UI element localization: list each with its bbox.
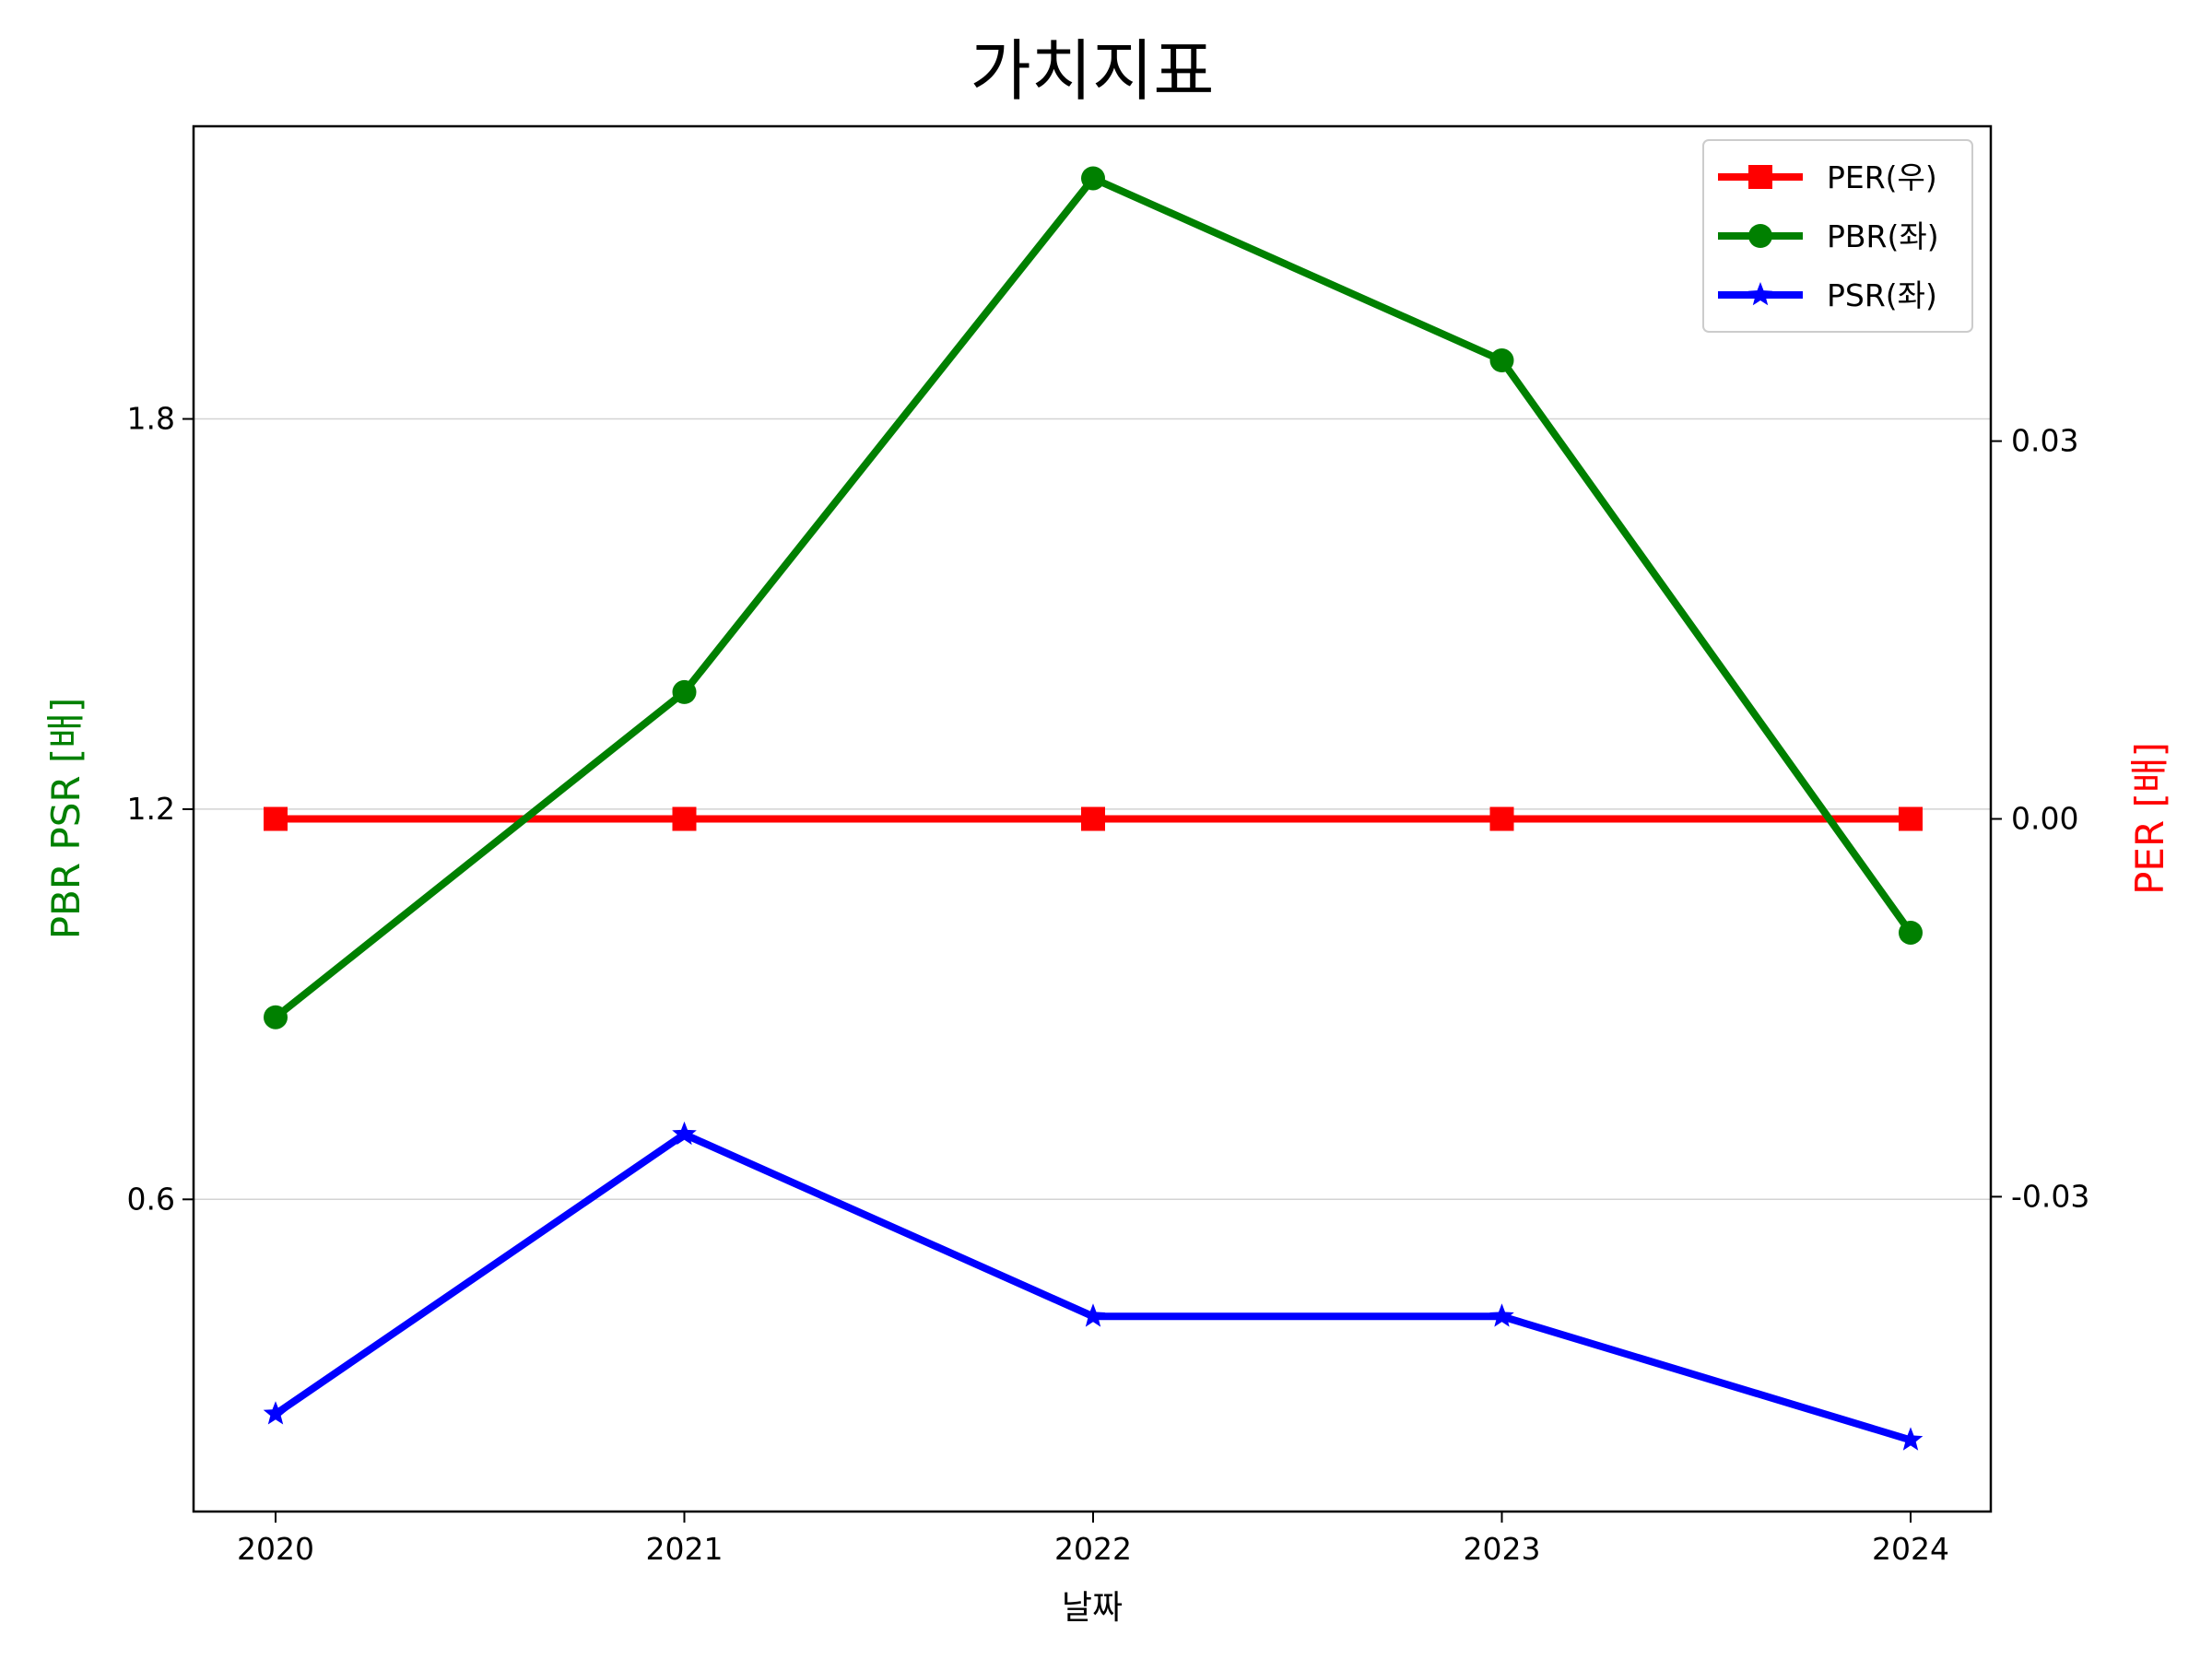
data-point (264, 1005, 288, 1030)
data-point (1489, 1303, 1514, 1327)
legend-item: PSR(좌) (1718, 277, 1937, 313)
right-y-axis-label: PER [배] (2127, 742, 2172, 895)
data-point (1489, 806, 1514, 831)
data-point (264, 806, 288, 831)
x-tick-label: 2023 (1464, 1531, 1541, 1567)
left-y-tick-label: 0.6 (127, 1181, 175, 1217)
data-point (672, 806, 697, 831)
data-point (1899, 806, 1923, 831)
legend-marker (1748, 165, 1772, 189)
left-y-tick-label: 1.2 (127, 791, 175, 827)
left-y-axis-label: PBR PSR [배] (43, 698, 88, 940)
x-tick-label: 2021 (646, 1531, 724, 1567)
right-y-tick-label: -0.03 (2011, 1178, 2089, 1214)
legend-item: PER(우) (1718, 159, 1937, 195)
x-tick-label: 2022 (1054, 1531, 1132, 1567)
legend: PER(우) PBR(좌) PSR(좌) (1702, 139, 1973, 333)
data-point (1898, 1427, 1924, 1451)
series-line (272, 174, 1914, 1021)
data-point (1489, 348, 1514, 373)
x-tick-label: 2020 (237, 1531, 314, 1567)
data-point (263, 1401, 288, 1425)
data-point (1080, 1303, 1106, 1327)
chart-title: 가치지표 (971, 32, 1215, 110)
series-layer (263, 166, 1924, 1451)
right-y-tick-label: 0.03 (2011, 423, 2078, 459)
data-point (1899, 920, 1923, 945)
data-point (672, 1121, 697, 1146)
legend-item: PBR(좌) (1718, 218, 1939, 254)
axes-layer: 0.6 1.2 1.8 -0.03 0.00 0.03 2020 2021 2022 2023 20… (127, 401, 2090, 1567)
series-group (263, 1121, 1924, 1451)
data-point (1081, 806, 1105, 831)
legend-label: PBR(좌) (1827, 218, 1939, 254)
legend-marker (1747, 282, 1773, 306)
legend-label: PER(우) (1827, 159, 1937, 195)
x-tick-label: 2024 (1872, 1531, 1949, 1567)
legend-marker (1748, 224, 1772, 248)
series-line (272, 1130, 1914, 1444)
series-group (264, 806, 1923, 831)
x-axis-label: 날짜 (1062, 1589, 1123, 1627)
right-y-tick-label: 0.00 (2011, 801, 2078, 837)
data-point (1081, 166, 1105, 191)
series-group (264, 166, 1923, 1030)
data-point (672, 679, 697, 704)
legend-label: PSR(좌) (1827, 277, 1937, 313)
left-y-tick-label: 1.8 (127, 401, 175, 437)
